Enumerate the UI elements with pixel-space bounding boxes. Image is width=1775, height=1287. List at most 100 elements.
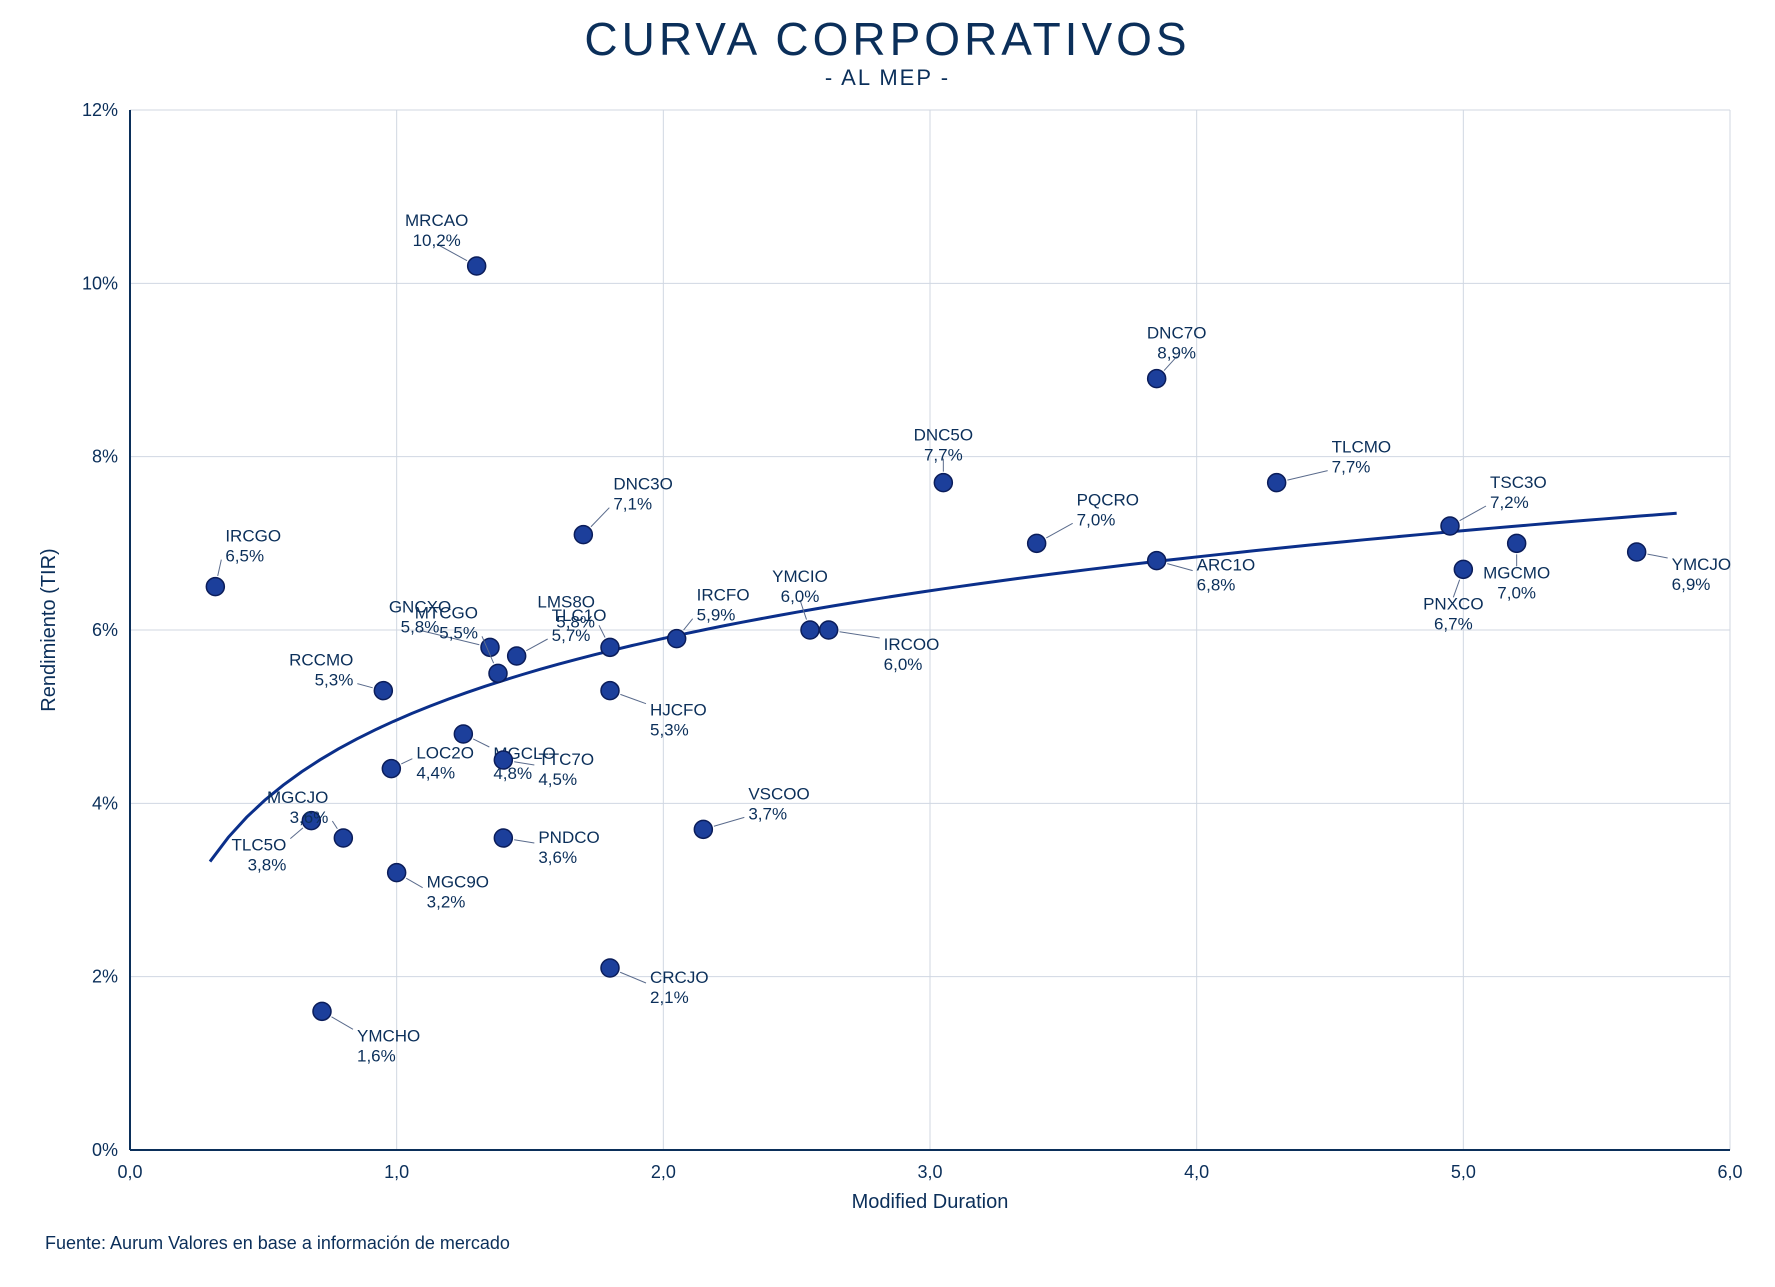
label-leader-line — [591, 508, 609, 527]
data-point-group: PNDCO3,6% — [494, 828, 599, 867]
data-point-marker — [1454, 560, 1472, 578]
data-point-marker — [601, 682, 619, 700]
x-tick-label: 5,0 — [1451, 1162, 1476, 1182]
data-point-group: HJCFO5,3% — [601, 682, 707, 740]
data-point-group: MGCMO7,0% — [1483, 534, 1550, 602]
source-footer: Fuente: Aurum Valores en base a informac… — [45, 1233, 510, 1253]
label-leader-line — [599, 625, 605, 637]
data-point-label: RCCMO5,3% — [289, 651, 353, 690]
label-leader-line — [1046, 523, 1072, 538]
data-point-marker — [601, 638, 619, 656]
data-point-group: PNXCO6,7% — [1423, 560, 1483, 633]
y-tick-label: 2% — [92, 967, 118, 987]
label-leader-line — [1287, 471, 1327, 480]
x-tick-label: 3,0 — [917, 1162, 942, 1182]
label-leader-line — [401, 759, 412, 764]
data-point-label: MGC9O3,2% — [427, 873, 489, 912]
y-tick-label: 4% — [92, 793, 118, 813]
data-point-group: ARC1O6,8% — [1148, 552, 1256, 595]
chart-subtitle: - AL MEP - — [825, 65, 950, 90]
data-point-group: DNC5O7,7% — [914, 426, 974, 492]
data-point-marker — [574, 526, 592, 544]
data-point-marker — [454, 725, 472, 743]
data-point-label: DNC3O7,1% — [613, 475, 673, 514]
y-tick-label: 0% — [92, 1140, 118, 1160]
data-point-group: DNC3O7,1% — [574, 475, 673, 544]
chart-container: CURVA CORPORATIVOS- AL MEP -0%2%4%6%8%10… — [0, 0, 1775, 1287]
data-point-label: PQCRO7,0% — [1077, 490, 1139, 529]
data-point-marker — [494, 751, 512, 769]
data-point-group: IRCFO5,9% — [668, 586, 750, 648]
x-tick-label: 6,0 — [1717, 1162, 1742, 1182]
data-point-group: YMCJO6,9% — [1628, 543, 1732, 594]
data-point-marker — [694, 820, 712, 838]
label-leader-line — [406, 878, 422, 888]
label-leader-line — [218, 560, 222, 576]
data-point-label: ARC1O6,8% — [1197, 556, 1256, 595]
y-tick-label: 6% — [92, 620, 118, 640]
label-leader-line — [714, 817, 744, 826]
data-point-label: IRCFO5,9% — [697, 586, 750, 625]
label-leader-line — [357, 684, 372, 688]
y-axis-label: Rendimiento (TIR) — [38, 548, 60, 711]
label-leader-line — [1647, 554, 1667, 558]
data-point-label: YMCJO6,9% — [1672, 555, 1732, 594]
data-point-label: HJCFO5,3% — [650, 701, 707, 740]
data-point-label: YMCIO6,0% — [772, 567, 828, 606]
data-point-label: PNXCO6,7% — [1423, 594, 1483, 633]
x-tick-label: 1,0 — [384, 1162, 409, 1182]
label-leader-line — [332, 821, 337, 829]
data-point-marker — [820, 621, 838, 639]
y-tick-label: 8% — [92, 447, 118, 467]
data-point-marker — [801, 621, 819, 639]
data-point-group: YMCHO1,6% — [313, 1002, 420, 1065]
data-point-marker — [1148, 552, 1166, 570]
data-point-label: TTC7O4,5% — [538, 750, 594, 789]
label-leader-line — [620, 972, 646, 983]
data-point-marker — [1441, 517, 1459, 535]
label-leader-line — [1167, 564, 1192, 571]
data-point-label: IRCGO6,5% — [225, 527, 281, 566]
data-point-group: LOC2O4,4% — [382, 744, 474, 783]
data-point-group: MRCAO10,2% — [405, 211, 486, 275]
data-point-marker — [334, 829, 352, 847]
y-tick-label: 10% — [82, 273, 118, 293]
data-point-marker — [601, 959, 619, 977]
label-leader-line — [620, 694, 646, 703]
data-point-group: IRCGO6,5% — [206, 527, 281, 596]
y-tick-label: 12% — [82, 100, 118, 120]
data-point-group: TLCMO7,7% — [1268, 438, 1392, 492]
label-leader-line — [840, 632, 880, 638]
label-leader-line — [332, 1017, 353, 1029]
data-point-marker — [1508, 534, 1526, 552]
data-point-marker — [468, 257, 486, 275]
label-leader-line — [473, 739, 489, 747]
data-point-group: IRCOO6,0% — [820, 621, 940, 674]
label-leader-line — [514, 840, 534, 843]
data-point-group: PQCRO7,0% — [1028, 490, 1139, 552]
data-point-marker — [1148, 370, 1166, 388]
data-point-marker — [1028, 534, 1046, 552]
data-point-label: LOC2O4,4% — [416, 744, 474, 783]
data-point-marker — [489, 664, 507, 682]
data-point-marker — [382, 760, 400, 778]
data-point-marker — [313, 1002, 331, 1020]
data-point-marker — [934, 474, 952, 492]
data-point-marker — [1628, 543, 1646, 561]
data-point-group: DNC7O8,9% — [1147, 324, 1207, 388]
x-axis-label: Modified Duration — [852, 1191, 1009, 1213]
data-point-label: YMCHO1,6% — [357, 1026, 420, 1065]
data-point-group: MGC9O3,2% — [388, 864, 489, 912]
x-tick-label: 4,0 — [1184, 1162, 1209, 1182]
data-point-group: CRCJO2,1% — [601, 959, 709, 1007]
data-point-marker — [206, 578, 224, 596]
data-point-label: DNC7O8,9% — [1147, 324, 1207, 363]
data-point-marker — [388, 864, 406, 882]
data-point-label: MGCMO7,0% — [1483, 563, 1550, 602]
label-leader-line — [290, 828, 303, 839]
data-point-label: TSC3O7,2% — [1490, 473, 1547, 512]
data-point-marker — [508, 647, 526, 665]
data-point-marker — [668, 630, 686, 648]
x-tick-label: 0,0 — [117, 1162, 142, 1182]
data-point-label: IRCOO6,0% — [884, 635, 940, 674]
